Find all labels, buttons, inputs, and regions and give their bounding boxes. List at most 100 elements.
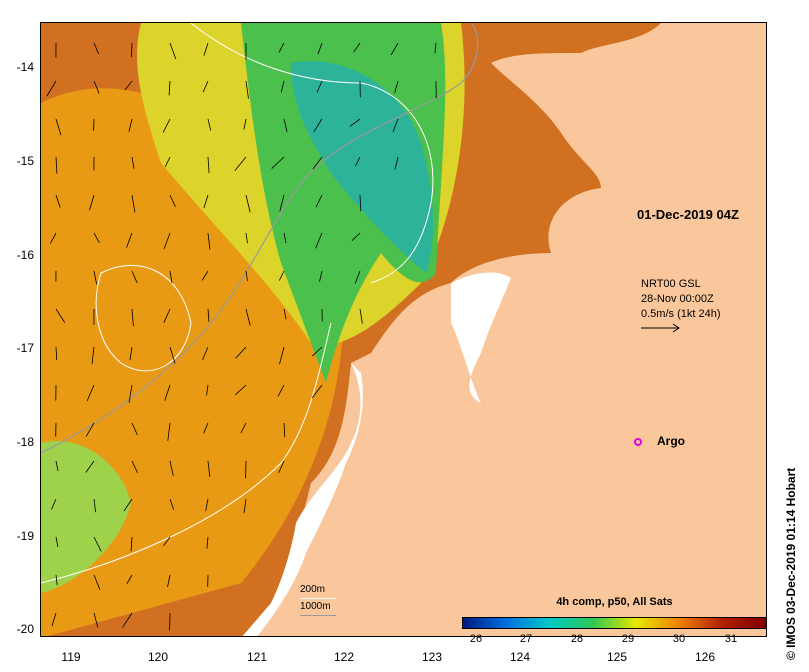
current-vector — [353, 42, 361, 53]
colorbar-label: 30 — [672, 633, 686, 645]
current-vector — [283, 422, 286, 438]
current-vector — [203, 42, 209, 56]
current-vector — [312, 156, 323, 170]
current-vector — [311, 384, 323, 399]
current-vector — [131, 308, 134, 327]
current-vector — [394, 80, 399, 94]
current-vector — [202, 346, 209, 361]
y-tick-label: -18 — [16, 435, 34, 449]
current-vector — [207, 232, 211, 250]
current-vector — [240, 422, 247, 434]
colorbar — [462, 617, 767, 629]
scale-arrow-icon — [641, 323, 680, 333]
current-vector — [316, 80, 323, 93]
current-vector — [85, 422, 95, 437]
current-vector — [131, 194, 136, 213]
current-vector — [392, 118, 399, 133]
current-vector — [245, 308, 251, 326]
current-vector — [164, 156, 171, 168]
current-vector — [394, 156, 399, 170]
current-vector — [55, 346, 58, 361]
current-vector — [278, 460, 285, 474]
current-vector — [93, 270, 98, 285]
y-tick-label: -15 — [16, 154, 34, 168]
current-vector — [89, 194, 95, 211]
colorbar-label: 31 — [724, 633, 738, 645]
current-vector — [51, 498, 57, 510]
current-vector — [131, 156, 135, 169]
current-vector — [162, 118, 171, 133]
current-vector — [312, 346, 323, 357]
sst-map-svg — [41, 23, 766, 636]
current-vector — [207, 156, 210, 174]
x-tick-label: 122 — [333, 650, 355, 664]
land — [243, 23, 766, 636]
current-vector — [91, 346, 95, 365]
current-vector — [202, 80, 209, 93]
y-tick-label: -17 — [16, 341, 34, 355]
current-info: NRT00 GSL 28-Nov 00:00Z 0.5m/s (1kt 24h) — [641, 277, 720, 334]
current-vector — [169, 498, 175, 510]
sea-green-sw — [41, 441, 131, 593]
current-model-label: NRT00 GSL — [641, 278, 701, 290]
current-vector — [55, 574, 58, 586]
current-vector — [49, 232, 57, 244]
current-vector — [51, 612, 57, 627]
current-vector — [55, 460, 59, 472]
depth-legend: 200m 1000m — [300, 582, 336, 616]
current-vector — [283, 118, 288, 132]
y-tick-label: -16 — [16, 248, 34, 262]
current-vector — [131, 270, 138, 283]
contour-1000m — [41, 23, 479, 454]
eddy-contour — [95, 264, 192, 372]
current-vector — [163, 308, 171, 323]
current-vector — [313, 118, 323, 133]
current-vector — [128, 118, 133, 132]
current-vector — [277, 384, 285, 397]
current-vector — [206, 536, 209, 549]
current-vector — [279, 194, 285, 212]
current-vector — [85, 460, 95, 473]
date-label: 01-Dec-2019 04Z — [637, 207, 739, 222]
current-vector — [278, 42, 285, 53]
current-vector — [234, 156, 247, 171]
current-vector — [169, 194, 176, 207]
current-vector — [206, 384, 209, 396]
current-vector — [245, 194, 251, 213]
current-vector — [245, 80, 249, 99]
current-vector — [86, 384, 95, 402]
x-tick-label: 123 — [421, 650, 443, 664]
x-tick-label: 119 — [61, 650, 81, 664]
y-tick-label: -20 — [16, 622, 34, 636]
current-vector — [168, 80, 171, 96]
current-vector — [46, 80, 57, 97]
argo-float-icon — [634, 438, 642, 446]
current-vector — [207, 118, 212, 131]
current-vector — [203, 422, 209, 434]
current-vector — [130, 536, 133, 552]
current-vector — [163, 536, 171, 546]
current-vector — [55, 118, 62, 136]
current-vector — [245, 232, 248, 244]
current-vector — [169, 460, 174, 476]
current-vector — [359, 308, 363, 324]
colorbar-label: 29 — [621, 633, 635, 645]
depth-1000m-label: 1000m — [300, 599, 336, 616]
current-vector — [93, 42, 99, 55]
current-vector — [169, 346, 176, 364]
current-vector — [131, 422, 138, 435]
current-vector — [169, 270, 173, 284]
current-vector — [93, 536, 102, 552]
current-vector — [124, 80, 133, 91]
current-vector — [201, 270, 209, 281]
current-vector — [235, 384, 247, 396]
current-vector — [93, 612, 99, 628]
current-vector — [434, 42, 437, 54]
current-vector — [235, 346, 247, 359]
current-vector — [126, 574, 133, 585]
current-vector — [93, 574, 101, 590]
colorbar-label: 27 — [519, 633, 533, 645]
current-vector — [129, 346, 133, 361]
current-vector — [315, 232, 323, 249]
credit-label: © IMOS 03-Dec-2019 01:14 Hobart — [784, 467, 798, 660]
